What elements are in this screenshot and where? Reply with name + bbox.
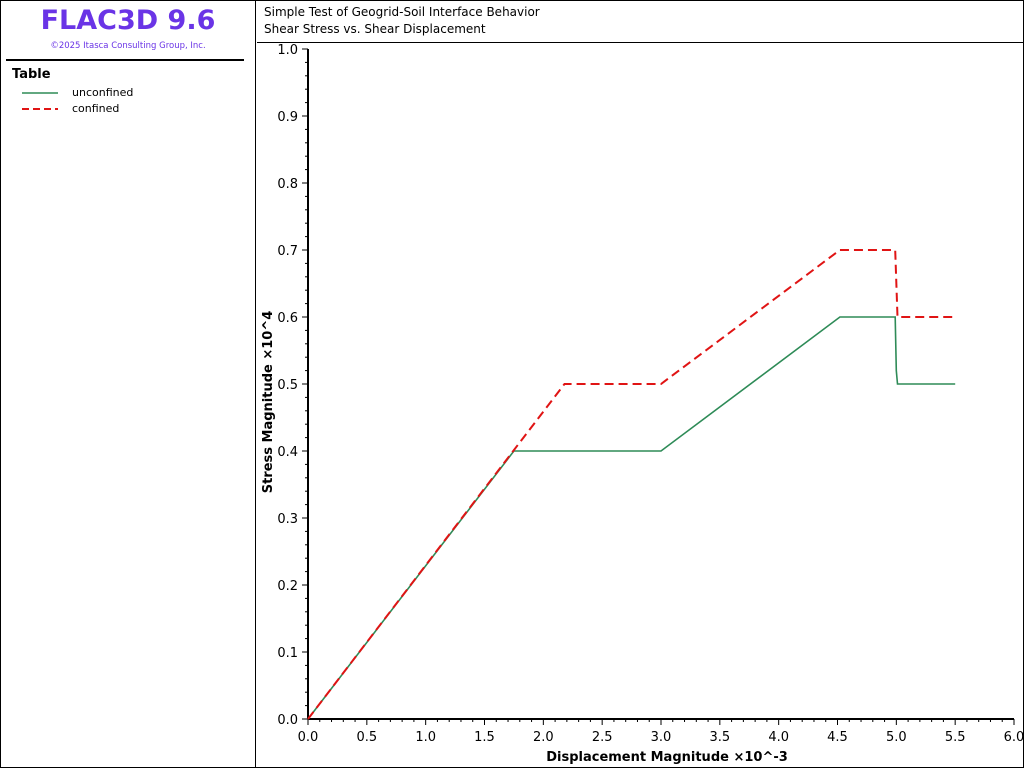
series-line-unconfined: [307, 316, 956, 720]
chart-area: 0.0 0.1 0.2 0.3 0.4 0.5 0.6 0.7 0.8 0.9 1.0 0.0 0.5 1…: [261, 43, 1023, 765]
y-tick-label: 0.8: [277, 177, 298, 192]
y-tick-label: 0.7: [277, 244, 298, 259]
x-axis-title: Displacement Magnitude ×10^-3: [546, 750, 788, 765]
x-tick-label: 0.0: [298, 730, 319, 745]
y-tick-label: 0.6: [277, 311, 298, 326]
y-tick-label: 0.2: [277, 579, 298, 594]
x-tick-label: 4.0: [768, 730, 789, 745]
y-tick-label: 0.1: [277, 646, 298, 661]
legend-heading: Table: [12, 67, 51, 82]
x-tick-label: 2.0: [533, 730, 554, 745]
legend-label-unconfined: unconfined: [72, 86, 134, 99]
y-tick-label: 0.0: [277, 713, 298, 728]
x-tick-label: 4.5: [827, 730, 848, 745]
x-tick-label: 3.5: [709, 730, 730, 745]
y-tick-label: 0.9: [277, 110, 298, 125]
y-axis-title: Stress Magnitude ×10^4: [261, 311, 276, 494]
x-tick-label: 5.0: [886, 730, 907, 745]
title-divider: [6, 59, 244, 61]
y-tick-label: 0.5: [277, 378, 298, 393]
x-tick-label: 6.0: [1004, 730, 1023, 745]
x-tick-label: 1.0: [415, 730, 436, 745]
x-tick-label: 5.5: [945, 730, 966, 745]
legend-swatch-unconfined: [22, 92, 58, 94]
y-tick-label: 0.3: [277, 512, 298, 527]
legend-panel: FLAC3D 9.6 ©2025 Itasca Consulting Group…: [0, 0, 256, 768]
x-tick-label: 1.5: [474, 730, 495, 745]
x-tick-label: 3.0: [651, 730, 672, 745]
x-tick-label: 2.5: [592, 730, 613, 745]
plot-subtitle: Shear Stress vs. Shear Displacement: [264, 22, 486, 36]
plot-header: Simple Test of Geogrid-Soil Interface Be…: [257, 0, 1023, 43]
y-tick-label: 0.4: [277, 445, 298, 460]
x-tick-label: 0.5: [356, 730, 377, 745]
app-title: FLAC3D 9.6: [40, 5, 216, 36]
series-line-confined: [307, 249, 956, 720]
copyright-notice: ©2025 Itasca Consulting Group, Inc.: [50, 41, 206, 51]
legend-swatch-confined: [22, 108, 58, 110]
y-tick-label: 1.0: [277, 43, 298, 58]
plot-title: Simple Test of Geogrid-Soil Interface Be…: [264, 5, 540, 19]
legend-label-confined: confined: [72, 102, 120, 115]
